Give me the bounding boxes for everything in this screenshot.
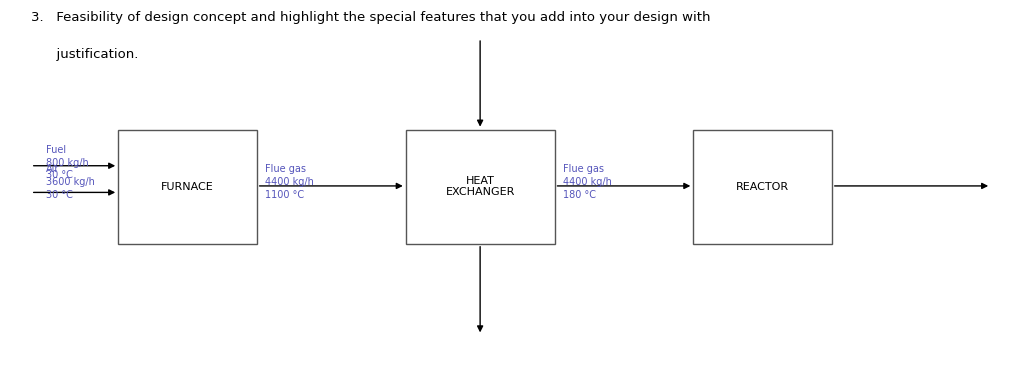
Text: FURNACE: FURNACE: [161, 182, 214, 192]
Text: Air
3600 kg/h
30 °C: Air 3600 kg/h 30 °C: [46, 165, 96, 200]
Text: 3.   Feasibility of design concept and highlight the special features that you a: 3. Feasibility of design concept and hig…: [31, 11, 711, 24]
Text: justification.: justification.: [31, 48, 139, 61]
Bar: [406, 130, 555, 244]
Bar: [118, 130, 257, 244]
Text: Flue gas
4400 kg/h
180 °C: Flue gas 4400 kg/h 180 °C: [563, 165, 612, 200]
Text: Flue gas
4400 kg/h
1100 °C: Flue gas 4400 kg/h 1100 °C: [265, 165, 314, 200]
Text: Fuel
800 kg/h
30 °C: Fuel 800 kg/h 30 °C: [46, 145, 89, 180]
Text: HEAT
EXCHANGER: HEAT EXCHANGER: [446, 176, 515, 197]
Text: REACTOR: REACTOR: [736, 182, 789, 192]
Bar: [693, 130, 832, 244]
